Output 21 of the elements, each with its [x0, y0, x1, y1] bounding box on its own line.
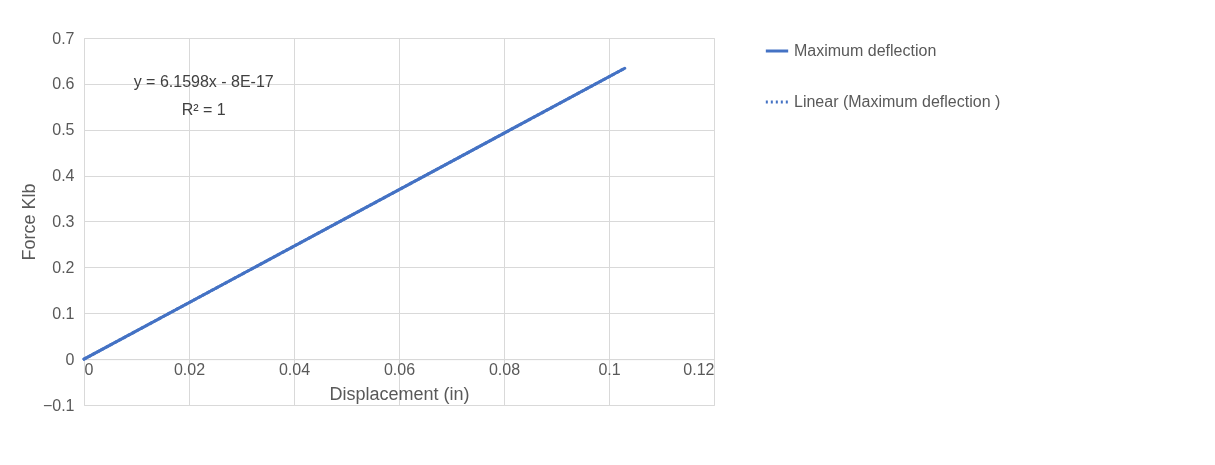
y-tick-label: 0.2	[52, 258, 75, 276]
annotation: R² = 1	[181, 101, 226, 119]
x-tick-label: 0.02	[173, 360, 206, 378]
legend-label: Maximum deflection	[794, 42, 937, 59]
x-axis-title: Displacement (in)	[329, 383, 470, 404]
x-tick-label: 0.08	[488, 360, 521, 378]
y-axis-title: Force Klb	[18, 183, 39, 261]
x-tick-label: 0.04	[278, 360, 311, 378]
y-tick-label: 0.4	[52, 167, 75, 185]
y-tick-label: 0.5	[52, 121, 75, 139]
x-tick-label: 0	[84, 360, 94, 378]
x-tick-label: 0.1	[598, 360, 621, 378]
y-tick-label: 0.7	[52, 29, 75, 47]
x-tick-label: 0.12	[683, 360, 715, 378]
x-tick-label: 0.06	[383, 360, 416, 378]
annotation: y = 6.1598x - 8E-17	[133, 73, 274, 91]
y-tick-label: 0.3	[52, 213, 75, 230]
y-tick-label: 0.1	[52, 304, 75, 322]
y-tick-label: −0.1	[42, 396, 75, 414]
y-tick-label: 0.6	[52, 75, 75, 93]
legend-label: Linear (Maximum deflection )	[794, 93, 1001, 110]
